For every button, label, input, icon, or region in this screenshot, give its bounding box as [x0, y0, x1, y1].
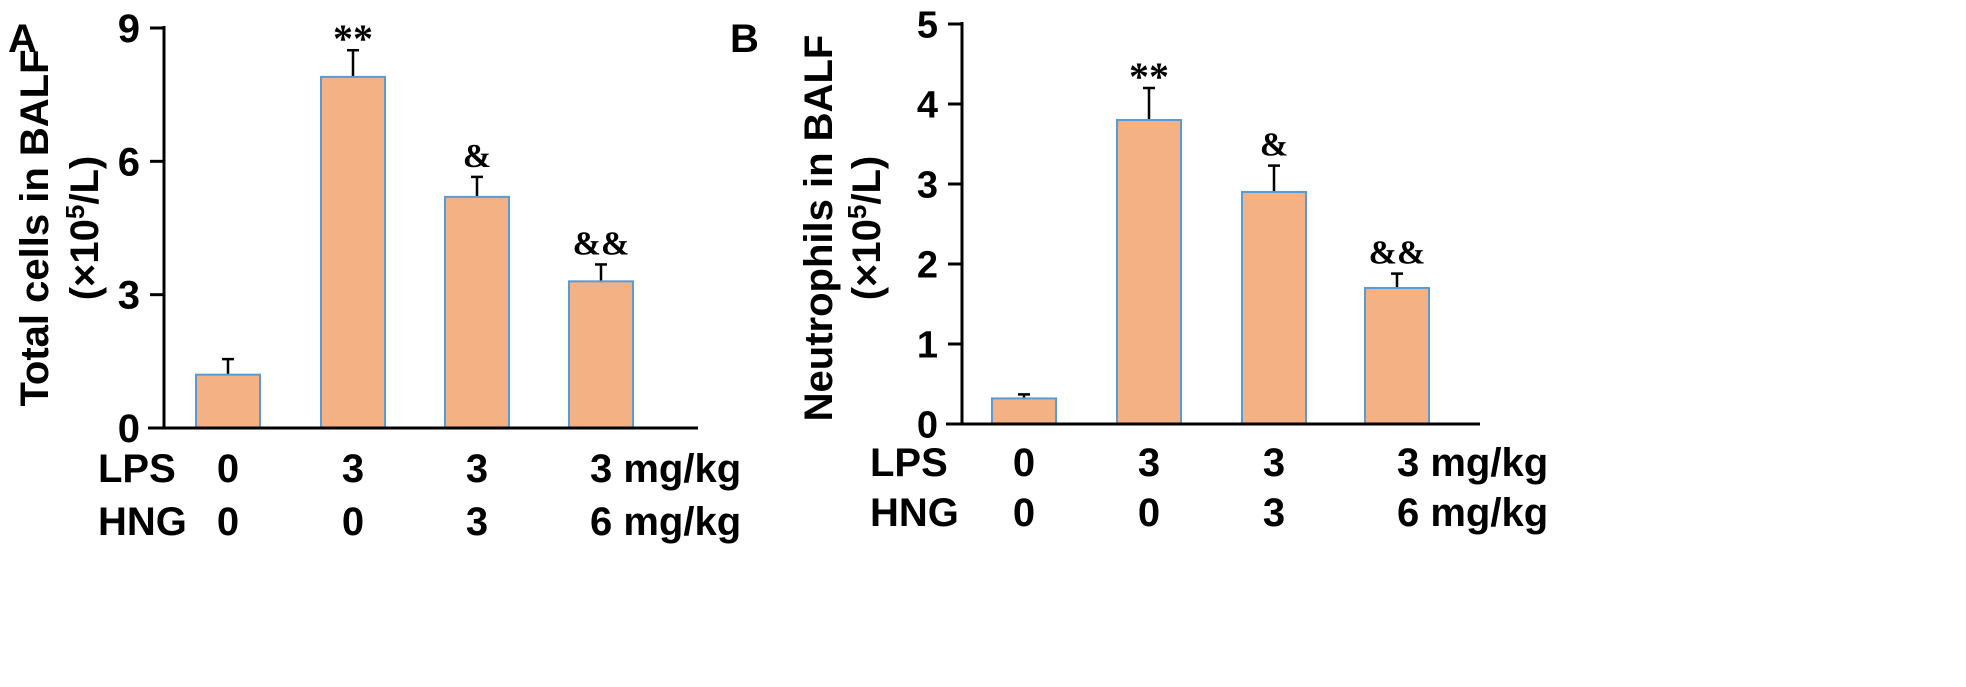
significance-marker-b-2: ** [1129, 54, 1169, 99]
row-label-lps-b: LPS [870, 441, 948, 485]
lps-dose-b-1: 0 [1013, 441, 1035, 485]
significance-marker-a-3: & [463, 138, 491, 175]
bar-b-4 [1364, 287, 1430, 425]
hng-dose-b-2: 0 [1138, 491, 1160, 535]
lps-dose-a-3: 3 [466, 447, 488, 491]
lps-dose-b-2: 3 [1138, 441, 1160, 485]
panel-b: B Neutrophils in BALF (×105/L) 0 1 2 3 4 5 **… [730, 4, 1548, 535]
y-tick-label-a-1: 3 [118, 274, 140, 318]
panel-letter-b: B [730, 17, 759, 61]
bar-b-3 [1241, 191, 1307, 425]
y-ticks-b: 0 1 2 3 4 5 [917, 4, 962, 446]
hng-dose-b-1: 0 [1013, 491, 1035, 535]
y-tick-label-a-3: 9 [118, 7, 140, 51]
significance-marker-a-4: && [573, 225, 630, 262]
significance-marker-a-2: ** [333, 16, 373, 61]
y-tick-label-b-2: 2 [917, 244, 938, 286]
y-tick-label-b-4: 4 [917, 84, 938, 126]
row-label-hng-a: HNG [98, 500, 187, 544]
y-axis-title-line1-a: Total cells in BALF [13, 49, 57, 406]
row-label-hng-b: HNG [870, 491, 959, 535]
y-tick-label-b-0: 0 [917, 404, 938, 446]
lps-dose-a-2: 3 [342, 447, 364, 491]
significance-marker-b-3: & [1260, 127, 1288, 164]
y-ticks-a: 0 3 6 9 [118, 7, 164, 451]
y-tick-label-a-2: 6 [118, 140, 140, 184]
y-tick-label-a-0: 0 [118, 407, 140, 451]
hng-dose-b-4: 6 mg/kg [1397, 491, 1548, 535]
hng-dose-a-1: 0 [217, 500, 239, 544]
y-tick-label-b-5: 5 [917, 4, 938, 46]
hng-dose-a-4: 6 mg/kg [590, 500, 741, 544]
panel-letter-a: A [8, 17, 37, 61]
lps-dose-a-1: 0 [217, 447, 239, 491]
hng-doses-b: 0 0 3 6 mg/kg [1013, 491, 1548, 535]
y-axis-title-b: Neutrophils in BALF (×105/L) [797, 35, 889, 422]
bar-a-1 [195, 373, 261, 429]
y-axis-title-line2-b: (×105/L) [842, 156, 889, 301]
bar-b-1 [991, 397, 1057, 425]
lps-dose-b-4: 3 mg/kg [1397, 441, 1548, 485]
y-axis-title-a: Total cells in BALF (×105/L) [13, 49, 107, 406]
hng-dose-a-2: 0 [342, 500, 364, 544]
hng-doses-a: 0 0 3 6 mg/kg [217, 500, 741, 544]
row-label-lps-a: LPS [98, 447, 176, 491]
bar-a-4 [568, 280, 634, 430]
lps-dose-b-3: 3 [1263, 441, 1285, 485]
lps-dose-a-4: 3 mg/kg [590, 447, 741, 491]
y-tick-label-b-3: 3 [917, 164, 938, 206]
y-tick-label-b-1: 1 [917, 324, 938, 366]
hng-dose-a-3: 3 [466, 500, 488, 544]
bars-b: **&&& [991, 54, 1430, 425]
y-axis-title-line1-b: Neutrophils in BALF [797, 35, 841, 422]
lps-doses-b: 0 3 3 3 mg/kg [1013, 441, 1548, 485]
y-axis-title-line2-a: (×105/L) [60, 156, 107, 301]
significance-marker-b-4: && [1369, 235, 1426, 272]
hng-dose-b-3: 3 [1263, 491, 1285, 535]
lps-doses-a: 0 3 3 3 mg/kg [217, 447, 741, 491]
bar-a-3 [444, 195, 510, 429]
bar-b-2 [1116, 119, 1182, 425]
bar-a-2 [320, 75, 386, 429]
bars-a: **&&& [195, 16, 634, 430]
